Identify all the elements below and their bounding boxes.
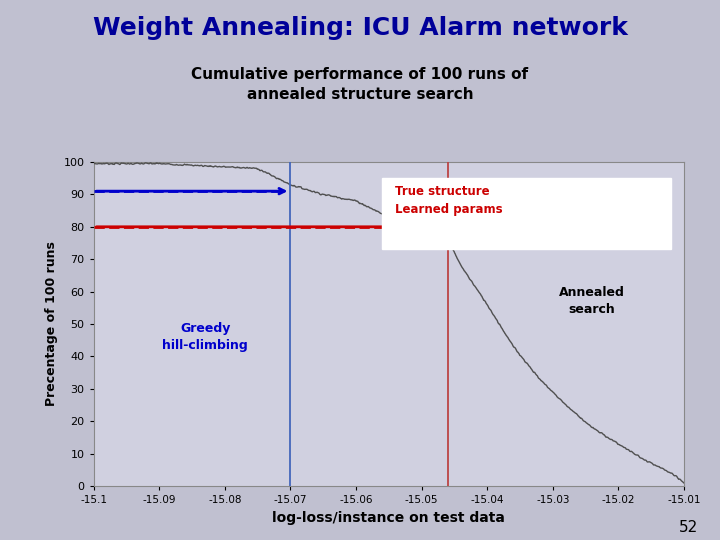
- Text: 52: 52: [679, 519, 698, 535]
- FancyBboxPatch shape: [382, 178, 671, 249]
- Y-axis label: Precentage of 100 runs: Precentage of 100 runs: [45, 241, 58, 407]
- Text: Annealed
search: Annealed search: [559, 286, 625, 316]
- Text: Cumulative performance of 100 runs of
annealed structure search: Cumulative performance of 100 runs of an…: [192, 68, 528, 102]
- X-axis label: log-loss/instance on test data: log-loss/instance on test data: [272, 511, 505, 524]
- Text: Weight Annealing: ICU Alarm network: Weight Annealing: ICU Alarm network: [93, 16, 627, 40]
- Text: True structure
Learned params: True structure Learned params: [395, 185, 503, 215]
- Text: Greedy
hill-climbing: Greedy hill-climbing: [162, 322, 248, 352]
